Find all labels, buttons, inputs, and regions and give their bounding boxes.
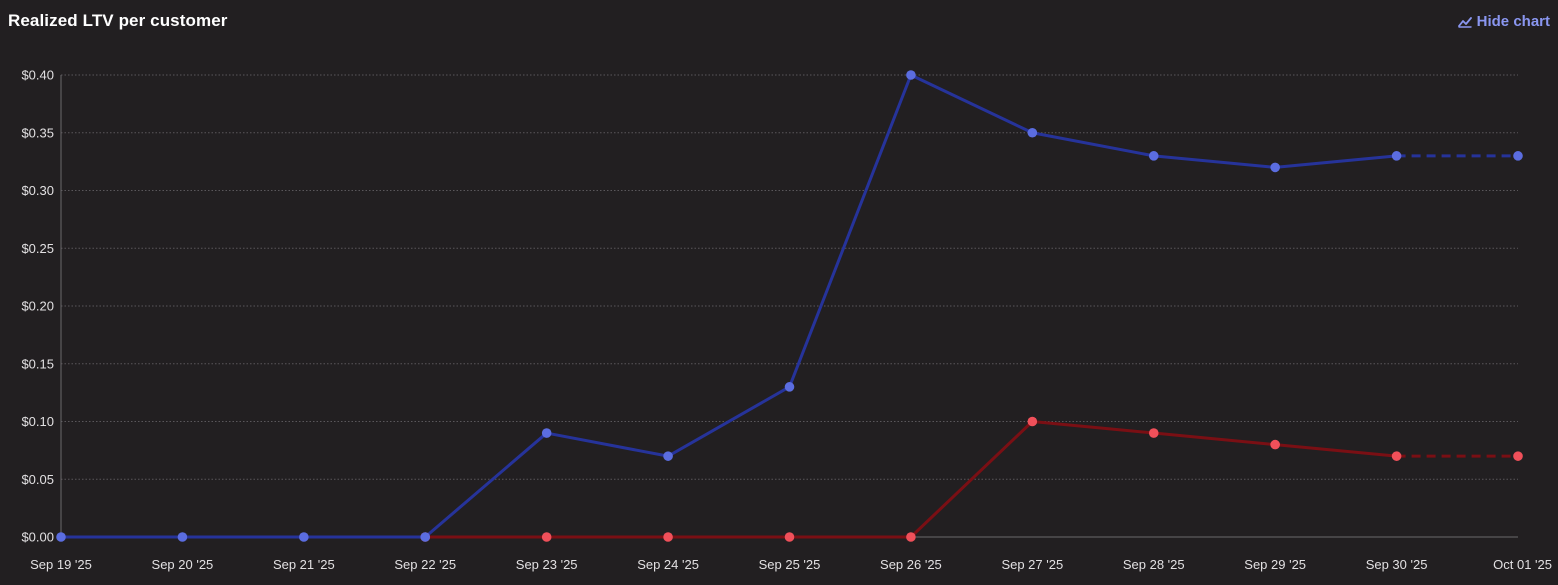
x-tick-label: Sep 21 '25: [273, 557, 335, 572]
data-point[interactable]: [1270, 162, 1280, 173]
y-tick-label: $0.05: [21, 472, 54, 487]
x-axis-ticks: Sep 19 '25 Sep 20 '25 Sep 21 '25 Sep 22 '25…: [30, 557, 1552, 572]
y-tick-label: $0.30: [21, 183, 54, 198]
data-point[interactable]: [663, 532, 673, 542]
data-point[interactable]: [299, 532, 309, 542]
hide-chart-label: Hide chart: [1476, 13, 1550, 30]
y-tick-label: $0.15: [21, 356, 54, 371]
x-tick-label: Sep 28 '25: [1123, 557, 1185, 572]
data-points: [56, 70, 1523, 542]
data-point[interactable]: [784, 382, 795, 392]
y-tick-label: $0.35: [21, 125, 54, 140]
data-point[interactable]: [420, 532, 431, 542]
x-tick-label: Sep 26 '25: [880, 557, 942, 572]
data-point[interactable]: [906, 70, 916, 80]
y-axis-ticks: $0.00 $0.05 $0.10 $0.15 $0.20 $0.25 $0.30 $0.35…: [21, 68, 54, 545]
x-tick-label: Sep 23 '25: [516, 557, 578, 572]
grid-lines: [61, 74, 1518, 480]
line-chart-icon: [1457, 16, 1472, 28]
data-point[interactable]: [906, 532, 916, 542]
data-point[interactable]: [56, 532, 66, 542]
data-point[interactable]: [541, 428, 552, 438]
data-point[interactable]: [1391, 451, 1402, 461]
x-tick-label: Sep 20 '25: [152, 557, 214, 572]
data-point[interactable]: [1148, 428, 1159, 438]
data-point[interactable]: [663, 451, 673, 461]
y-tick-label: $0.20: [21, 299, 54, 314]
x-tick-label: Sep 19 '25: [30, 557, 92, 572]
data-point[interactable]: [177, 532, 188, 542]
x-tick-label: Sep 27 '25: [1001, 557, 1063, 572]
x-tick-label: Oct 01 '25: [1493, 557, 1552, 572]
data-point[interactable]: [1270, 439, 1280, 450]
data-point[interactable]: [784, 532, 795, 542]
y-tick-label: $0.10: [21, 414, 54, 429]
data-point[interactable]: [1148, 151, 1159, 161]
y-tick-label: $0.00: [21, 530, 54, 545]
data-point[interactable]: [1027, 127, 1038, 138]
x-tick-label: Sep 30 '25: [1366, 557, 1428, 572]
x-tick-label: Sep 29 '25: [1244, 557, 1306, 572]
data-point[interactable]: [1391, 151, 1402, 161]
x-tick-label: Sep 22 '25: [394, 557, 456, 572]
y-tick-label: $0.40: [21, 68, 54, 83]
x-tick-label: Sep 24 '25: [637, 557, 699, 572]
chart-title: Realized LTV per customer: [8, 11, 228, 30]
data-point[interactable]: [1027, 416, 1038, 427]
data-point[interactable]: [541, 532, 552, 542]
data-point[interactable]: [1513, 151, 1523, 161]
data-point[interactable]: [1513, 451, 1523, 461]
series-line: [59, 73, 1399, 539]
y-tick-label: $0.25: [21, 241, 54, 256]
hide-chart-button[interactable]: Hide chart: [1457, 13, 1550, 30]
x-tick-label: Sep 25 '25: [759, 557, 821, 572]
